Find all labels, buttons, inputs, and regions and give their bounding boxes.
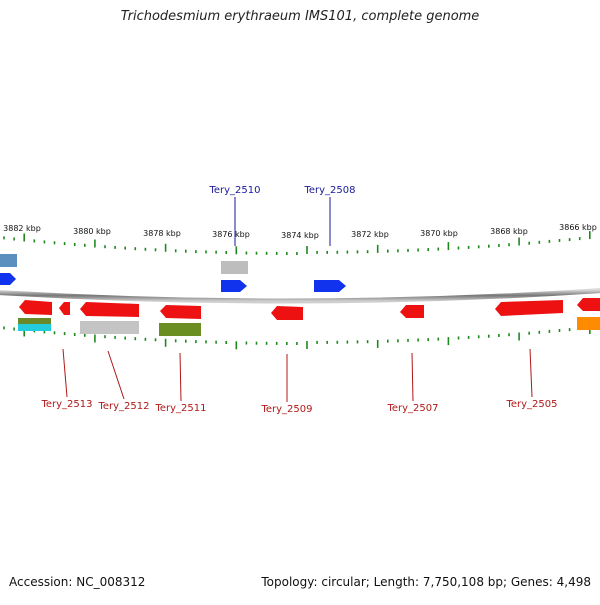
gene-arrow-tery-2505[interactable] <box>495 300 563 316</box>
gene-feature[interactable] <box>80 321 139 334</box>
accession-text: Accession: NC_008312 <box>9 575 146 589</box>
leader-line <box>62 348 68 398</box>
gene-arrow-tery-2509[interactable] <box>271 306 303 320</box>
top-tick-row <box>3 231 591 255</box>
scale-labels: 3882 kbp 3880 kbp 3878 kbp 3876 kbp 3874… <box>3 223 597 240</box>
gene-feature[interactable] <box>577 317 600 330</box>
scale-label: 3870 kbp <box>420 229 458 238</box>
leader-line <box>107 350 125 400</box>
leader-line <box>411 352 414 402</box>
forward-labels: Tery_2510 Tery_2508 <box>208 185 356 246</box>
scale-label: 3874 kbp <box>281 231 319 240</box>
scale-label: 3880 kbp <box>73 227 111 236</box>
gene-arrow-tery-2508[interactable] <box>314 280 346 292</box>
genome-backbone <box>0 288 600 304</box>
genome-summary-text: Topology: circular; Length: 7,750,108 bp… <box>261 575 591 589</box>
scale-label: 3882 kbp <box>3 224 41 233</box>
gene-arrow-tery-2513[interactable] <box>59 302 70 315</box>
gene-feature[interactable] <box>18 318 51 324</box>
gene-label-tery-2513[interactable]: Tery_2513 <box>40 399 92 410</box>
gene-feature[interactable] <box>0 254 17 267</box>
scale-label: 3868 kbp <box>490 227 528 236</box>
forward-strand <box>0 254 346 292</box>
gene-label-tery-2507[interactable]: Tery_2507 <box>386 403 438 414</box>
leader-line <box>529 348 533 398</box>
scale-label: 3872 kbp <box>351 230 389 239</box>
scale-label: 3866 kbp <box>559 223 597 232</box>
gene-arrow[interactable] <box>19 300 52 315</box>
gene-label-tery-2512[interactable]: Tery_2512 <box>97 401 149 412</box>
gene-arrow[interactable] <box>0 273 16 285</box>
gene-arrow[interactable] <box>577 298 600 311</box>
gene-arrow-tery-2511[interactable] <box>160 305 201 319</box>
gene-feature[interactable] <box>221 261 248 274</box>
reverse-labels: Tery_2513 Tery_2512 Tery_2511 Tery_2509 … <box>40 348 558 415</box>
gene-label-tery-2510[interactable]: Tery_2510 <box>208 185 260 196</box>
gene-arrow-tery-2510[interactable] <box>221 280 247 292</box>
gene-label-tery-2509[interactable]: Tery_2509 <box>260 404 312 415</box>
bottom-tick-row <box>3 326 591 350</box>
scale-label: 3876 kbp <box>212 230 250 239</box>
gene-label-tery-2508[interactable]: Tery_2508 <box>303 185 355 196</box>
gene-arrow-tery-2512[interactable] <box>80 302 139 317</box>
gene-label-tery-2505[interactable]: Tery_2505 <box>505 399 557 410</box>
gene-label-tery-2511[interactable]: Tery_2511 <box>154 403 206 414</box>
leader-line <box>179 352 182 402</box>
gene-arrow-tery-2507[interactable] <box>400 305 424 318</box>
scale-label: 3878 kbp <box>143 229 181 238</box>
gene-feature[interactable] <box>159 323 201 336</box>
gene-feature[interactable] <box>18 324 51 331</box>
reverse-strand <box>18 298 600 336</box>
genome-title: Trichodesmium erythraeum IMS101, complet… <box>120 9 480 24</box>
